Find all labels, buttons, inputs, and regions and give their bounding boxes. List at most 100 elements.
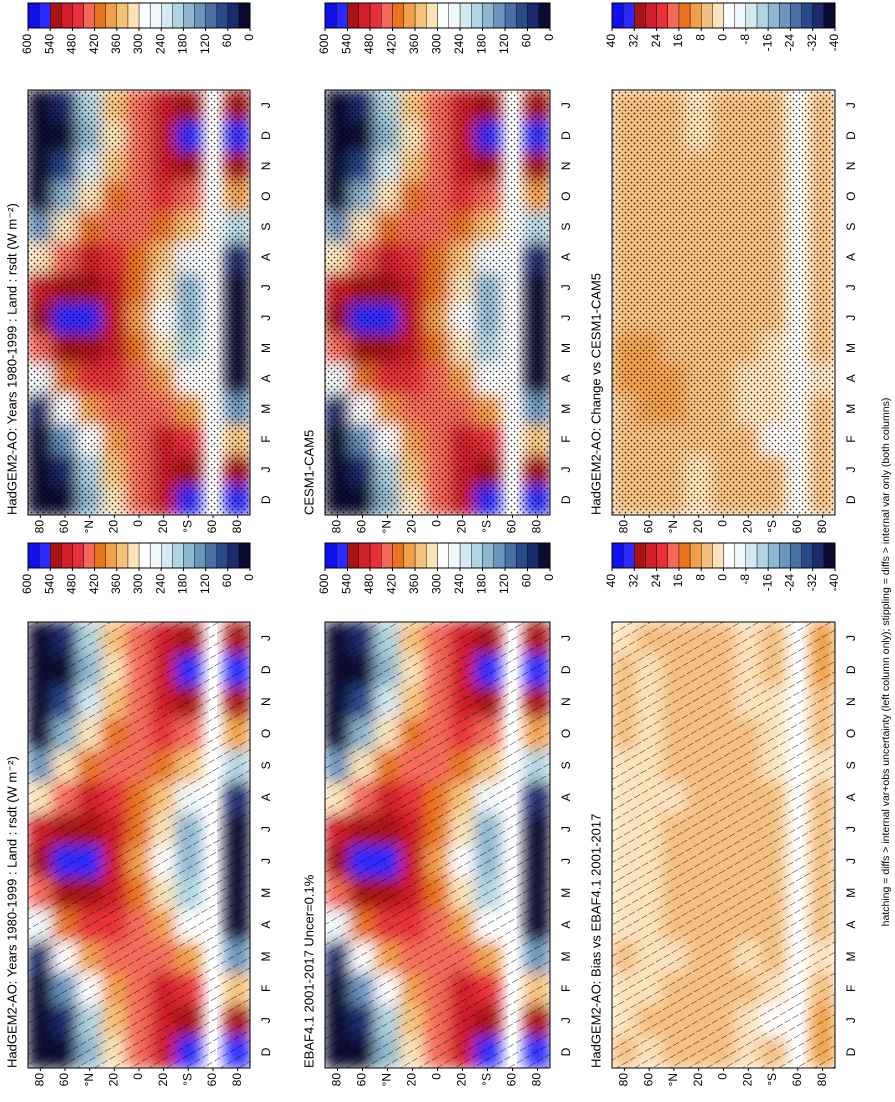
colorbar-box xyxy=(516,2,528,29)
colorbar-box xyxy=(437,542,449,569)
colorbar-box xyxy=(756,542,769,569)
colorbar-box xyxy=(493,542,506,569)
colorbar-box xyxy=(324,2,337,29)
colorbar-label: 120 xyxy=(198,574,212,594)
colorbar-box xyxy=(369,542,382,569)
colorbar-label: 8 xyxy=(693,34,707,41)
colorbar-box xyxy=(712,2,724,29)
colorbar-label: 420 xyxy=(87,34,101,54)
colorbar-label: 540 xyxy=(340,34,354,54)
y-tick-label: 60 xyxy=(505,520,519,534)
colorbar-box xyxy=(83,2,95,29)
y-tick-label: 80 xyxy=(230,1073,244,1087)
y-tick-label: 60 xyxy=(57,1073,71,1087)
y-tick-label: °S xyxy=(765,1073,779,1086)
colorbar-label: 360 xyxy=(407,34,421,54)
x-tick-label: S xyxy=(259,223,273,231)
y-tick-label: 80 xyxy=(33,1073,47,1087)
colorbar-box xyxy=(622,542,635,569)
y-tick-label: °S xyxy=(480,1073,494,1086)
y-tick-label: 60 xyxy=(641,520,655,534)
hatching xyxy=(612,622,835,1068)
y-tick-label: 0 xyxy=(131,520,145,527)
x-tick-label: A xyxy=(259,921,273,929)
y-tick-label: °N xyxy=(380,1073,394,1086)
y-tick-label: 0 xyxy=(716,520,730,527)
x-tick-label: J xyxy=(844,1017,858,1023)
colorbar-box xyxy=(205,542,217,569)
hatching xyxy=(325,622,550,1068)
panel-title: HadGEM2-AO: Change vs CESM1-CAM5 xyxy=(588,273,603,515)
colorbar-box xyxy=(538,542,551,569)
colorbar-label: 240 xyxy=(153,34,167,54)
colorbar-box xyxy=(27,2,40,29)
x-tick-label: D xyxy=(259,131,273,140)
x-tick-label: J xyxy=(259,635,273,641)
x-tick-label: J xyxy=(259,1017,273,1023)
colorbar-box xyxy=(645,542,657,569)
y-tick-label: 80 xyxy=(330,1073,344,1087)
plot-area xyxy=(28,90,250,515)
x-tick-label: N xyxy=(559,162,573,171)
panel-title: CESM1-CAM5 xyxy=(301,430,316,515)
x-tick-label: O xyxy=(844,729,858,738)
x-tick-label: D xyxy=(844,1047,858,1056)
colorbar-box xyxy=(426,2,438,29)
colorbar-label: 180 xyxy=(176,34,190,54)
colorbar-label: 300 xyxy=(430,34,444,54)
colorbar-box xyxy=(403,542,416,569)
colorbar-label: 600 xyxy=(20,574,34,594)
colorbar-box xyxy=(94,542,106,569)
colorbar-label: 40 xyxy=(604,34,618,48)
colorbar-box xyxy=(149,542,162,569)
colorbar-label: 16 xyxy=(671,34,685,48)
colorbar-label: 60 xyxy=(520,34,534,48)
colorbar-box xyxy=(38,542,51,569)
colorbar-box xyxy=(689,2,702,29)
x-tick-label: J xyxy=(559,1017,573,1023)
colorbar-box xyxy=(527,542,539,569)
colorbar-box xyxy=(801,2,813,29)
y-tick-label: 60 xyxy=(355,520,369,534)
colorbar-box xyxy=(61,2,73,29)
colorbar-box xyxy=(94,2,106,29)
x-tick-label: N xyxy=(259,697,273,706)
y-tick-label: 80 xyxy=(530,520,544,534)
colorbar-label: 24 xyxy=(649,574,663,588)
y-tick-label: 0 xyxy=(430,520,444,527)
colorbar-box xyxy=(426,542,438,569)
colorbar-box xyxy=(205,2,217,29)
x-tick-label: S xyxy=(844,761,858,769)
y-tick-label: °S xyxy=(765,520,779,533)
colorbar-box xyxy=(667,542,680,569)
x-tick-label: M xyxy=(559,888,573,898)
x-tick-label: F xyxy=(559,985,573,992)
y-tick-label: 80 xyxy=(230,520,244,534)
y-tick-label: °S xyxy=(181,1073,195,1086)
colorbar-box xyxy=(756,2,769,29)
colorbar-box xyxy=(183,542,195,569)
x-tick-label: N xyxy=(259,162,273,171)
x-tick-label: J xyxy=(559,858,573,864)
x-tick-label: J xyxy=(559,466,573,472)
y-tick-label: 20 xyxy=(405,520,419,534)
colorbar-box xyxy=(482,2,494,29)
x-tick-label: N xyxy=(844,162,858,171)
y-tick-label: °S xyxy=(181,520,195,533)
colorbar-box xyxy=(678,2,691,29)
x-tick-label: A xyxy=(844,921,858,929)
colorbar-label: 32 xyxy=(626,34,640,48)
colorbar-label: 16 xyxy=(671,574,685,588)
x-tick-label: J xyxy=(259,284,273,290)
x-tick-label: J xyxy=(844,466,858,472)
y-tick-label: °N xyxy=(82,1073,96,1086)
y-tick-label: 80 xyxy=(617,520,631,534)
colorbar-box xyxy=(723,542,735,569)
x-tick-label: A xyxy=(559,374,573,382)
stippling xyxy=(612,90,835,515)
colorbar-box xyxy=(138,2,151,29)
colorbar-label: 540 xyxy=(340,574,354,594)
x-tick-label: J xyxy=(844,102,858,108)
colorbar-box xyxy=(745,542,758,569)
